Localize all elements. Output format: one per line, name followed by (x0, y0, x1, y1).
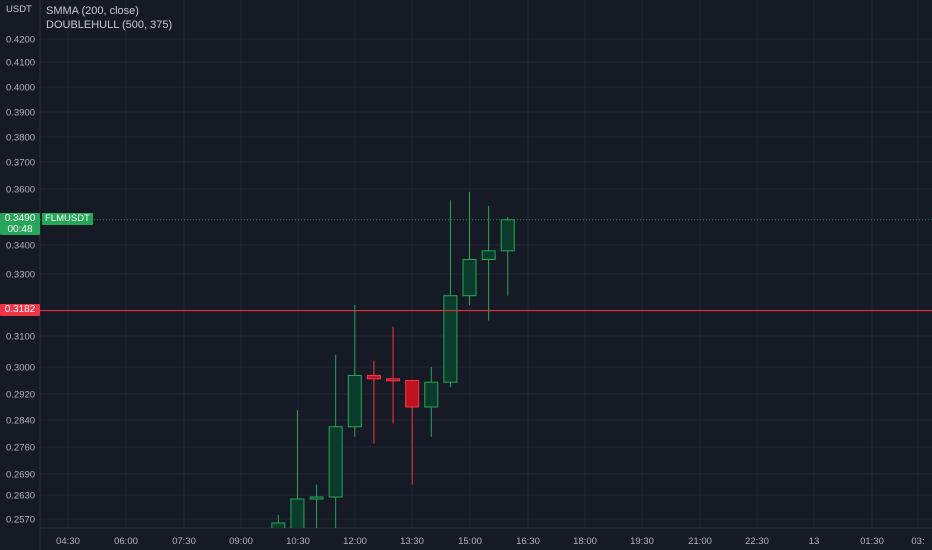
x-tick-label: 19:30 (630, 536, 654, 547)
y-tick-label: 0.2630 (6, 491, 35, 502)
x-tick-label: 22:30 (745, 536, 769, 547)
symbol-badge: FLMUSDT (42, 213, 93, 225)
y-tick-label: 0.4000 (6, 83, 35, 94)
candle-body-bullish (424, 381, 439, 408)
candle-body-bullish (443, 295, 458, 383)
y-tick-label: 0.3800 (6, 133, 35, 144)
last-price-badge: 0.3490 00:48 (0, 213, 40, 235)
y-tick-label: 0.2690 (6, 470, 35, 481)
x-tick-label: 07:30 (172, 536, 196, 547)
y-tick-label: 0.3400 (6, 241, 35, 252)
x-tick-label: 04:30 (56, 536, 80, 547)
countdown-value: 00:48 (7, 224, 33, 235)
candle-body-bullish (309, 496, 324, 500)
candle-body-bearish (386, 378, 401, 382)
x-tick-label: 21:00 (688, 536, 712, 547)
alert-price-badge: 0.3182 (0, 304, 40, 316)
y-tick-label: 0.4200 (6, 35, 35, 46)
candle-body-bullish (500, 219, 515, 252)
legend-doublehull[interactable]: DOUBLEHULL (500, 375) (46, 19, 173, 31)
x-tick-label: 13 (809, 536, 820, 547)
y-tick-label: 0.3100 (6, 332, 35, 343)
x-tick-label: 06:00 (114, 536, 138, 547)
x-tick-label: 16:30 (516, 536, 540, 547)
candle-body-bearish (405, 380, 420, 408)
indicator-legend[interactable]: SMMA (200, close) DOUBLEHULL (500, 375) (46, 4, 172, 32)
y-tick-label: 0.2840 (6, 416, 35, 427)
x-tick-label: 12:00 (343, 536, 367, 547)
y-tick-label: 0.2920 (6, 390, 35, 401)
x-tick-label: 10:30 (286, 536, 310, 547)
x-tick-label: 13:30 (400, 536, 424, 547)
x-tick-label: 15:00 (458, 536, 482, 547)
x-tick-label: 09:00 (229, 536, 253, 547)
axis-unit-label: USDT (6, 4, 32, 15)
y-tick-label: 0.3600 (6, 185, 35, 196)
candle-body-bullish (347, 374, 362, 428)
y-tick-label: 0.2570 (6, 515, 35, 526)
candle-body-bullish (328, 426, 343, 498)
y-tick-label: 0.3000 (6, 363, 35, 374)
candle-body-bullish (481, 250, 496, 261)
candles-group (271, 191, 515, 528)
last-price-value: 0.3490 (4, 213, 36, 224)
y-tick-label: 0.3300 (6, 270, 35, 281)
candle-body-bearish (366, 374, 381, 380)
candle-body-bullish (290, 498, 305, 528)
x-tick-label: 01:30 (860, 536, 884, 547)
y-tick-label: 0.4100 (6, 58, 35, 69)
y-tick-label: 0.3900 (6, 108, 35, 119)
x-tick-label: 18:00 (573, 536, 597, 547)
legend-smma[interactable]: SMMA (200, close) (46, 5, 139, 17)
x-tick-label: 03: (911, 536, 924, 547)
y-tick-label: 0.3700 (6, 158, 35, 169)
candle-body-bullish (271, 522, 286, 528)
y-tick-label: 0.2760 (6, 443, 35, 454)
candle-body-bullish (462, 259, 477, 297)
